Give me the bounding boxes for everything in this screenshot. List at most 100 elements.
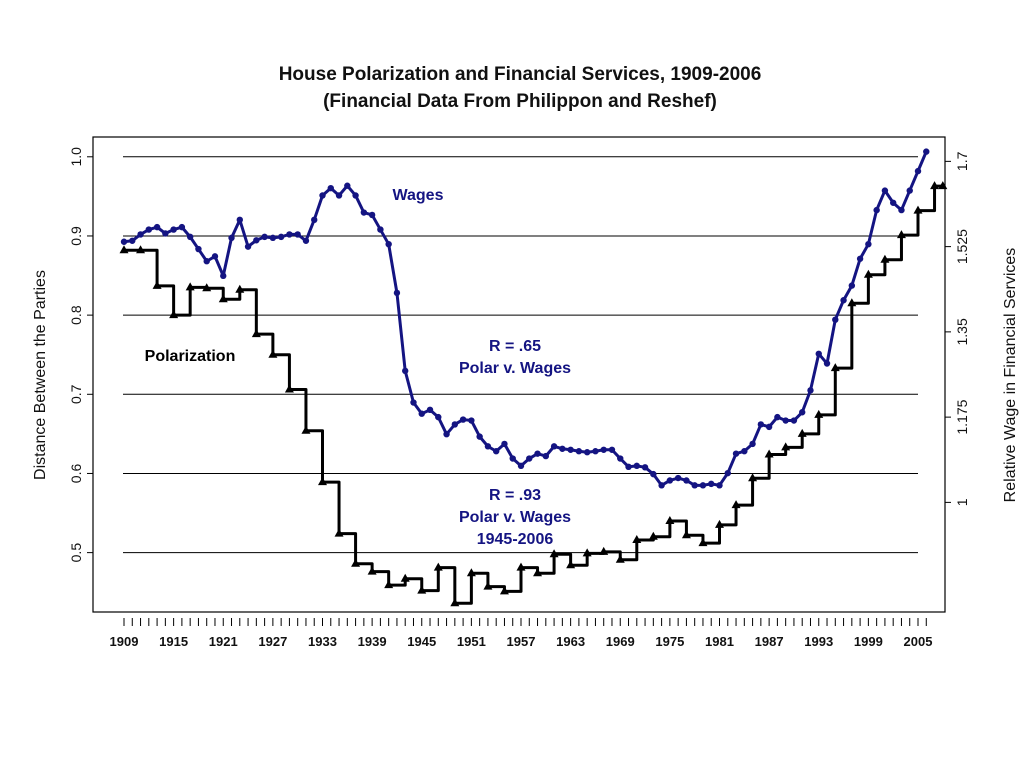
wages-marker: [476, 433, 483, 440]
polarization-marker: [797, 428, 807, 437]
polarization-marker: [632, 534, 642, 543]
x-tick-label: 1927: [258, 634, 287, 649]
polarization-marker: [781, 442, 791, 451]
y2-tick-label: 1.7: [954, 151, 970, 171]
y-axis-label: Distance Between the Parties: [32, 270, 49, 480]
wages-marker: [790, 417, 798, 424]
polarization-marker: [715, 519, 724, 528]
wages-marker: [708, 480, 715, 488]
y-tick-label: 0.8: [68, 305, 84, 325]
wages-marker: [592, 448, 599, 455]
wages-marker: [799, 409, 806, 416]
x-tick-label: 1987: [755, 634, 784, 649]
wages-marker: [526, 455, 533, 462]
polarization-marker: [268, 349, 278, 358]
wages-marker: [435, 413, 442, 421]
wages-marker: [617, 455, 624, 462]
wages-marker: [162, 230, 169, 237]
wages-marker: [625, 463, 632, 471]
polarization-marker: [830, 363, 840, 372]
polarization-marker: [731, 500, 741, 509]
polarization-marker: [202, 283, 212, 292]
wages-marker: [468, 417, 475, 424]
polarization-marker: [748, 473, 758, 482]
polarization-marker: [284, 384, 294, 393]
wages-marker: [368, 211, 376, 219]
wages-marker: [856, 255, 864, 262]
wages-marker: [906, 187, 913, 194]
wages-marker: [269, 234, 277, 242]
x-tick-label: 1915: [159, 634, 188, 649]
polarization-marker: [384, 580, 394, 589]
wages-marker: [451, 421, 459, 428]
wages-marker: [294, 231, 301, 238]
polarization-marker: [930, 181, 940, 190]
annotation-r2-line3: 1945-2006: [477, 531, 554, 548]
polarization-marker: [483, 581, 493, 590]
polarization-marker: [681, 530, 691, 539]
x-tick-label: 1957: [507, 634, 536, 649]
polarization-marker: [896, 230, 906, 239]
wages-marker: [898, 206, 905, 214]
wages-marker: [335, 192, 343, 199]
y2-tick-label: 1.175: [954, 399, 970, 434]
wages-marker: [236, 216, 243, 224]
wages-marker: [517, 462, 525, 470]
annotation-r1-line1: R = .65: [489, 338, 541, 355]
x-tick-label: 2005: [904, 634, 933, 649]
wages-marker: [749, 440, 756, 448]
polarization-marker: [218, 294, 228, 303]
wages-marker: [550, 443, 558, 450]
wages-marker: [302, 237, 310, 244]
chart-subtitle: (Financial Data From Philippon and Reshe…: [323, 91, 717, 112]
x-tick-label: 1999: [854, 634, 883, 649]
wages-marker: [286, 231, 293, 238]
polarization-marker: [417, 585, 427, 594]
polarization-marker: [499, 586, 509, 595]
wages-marker: [402, 367, 409, 375]
x-tick-label: 1981: [705, 634, 734, 649]
wages-marker: [153, 223, 161, 231]
polarization-marker: [334, 528, 344, 537]
polarization-marker: [450, 598, 460, 607]
polarization-marker: [533, 568, 543, 577]
wages-marker: [716, 482, 723, 489]
x-tick-label: 1939: [358, 634, 387, 649]
polarization-marker: [582, 548, 592, 557]
polarization-marker: [880, 254, 890, 263]
wages-marker: [881, 187, 889, 194]
wages-marker: [608, 446, 616, 453]
wages-marker: [757, 421, 765, 428]
wages-marker: [228, 234, 235, 242]
y-tick-label: 0.5: [68, 543, 84, 563]
wages-marker: [633, 462, 640, 470]
polarization-marker: [665, 515, 675, 524]
polarization-marker: [185, 282, 195, 291]
wages-marker: [559, 445, 566, 452]
wages-marker: [823, 360, 831, 367]
polarization-marker: [400, 573, 410, 582]
x-tick-label: 1975: [655, 634, 684, 649]
wages-marker: [873, 206, 880, 214]
wages-marker: [501, 440, 508, 448]
polarization-marker: [235, 284, 245, 293]
y2-tick-label: 1.525: [954, 229, 970, 264]
wages-marker: [170, 226, 177, 233]
plot-frame: [92, 136, 946, 613]
wages-marker: [277, 233, 285, 241]
y-tick-label: 0.7: [68, 384, 84, 404]
wages-marker: [178, 223, 186, 231]
left-axis: 0.5 0.6 0.7 0.8 0.9 1.0: [68, 147, 93, 563]
wages-marker: [360, 209, 368, 216]
polarization-marker: [466, 568, 476, 577]
wages-marker: [683, 477, 690, 484]
polarization-marker: [119, 245, 129, 254]
wages-marker: [534, 450, 541, 457]
wages-marker: [600, 446, 607, 453]
wages-marker: [889, 199, 897, 206]
x-tick-label: 1909: [110, 634, 139, 649]
wages-marker: [923, 148, 930, 155]
wages-marker: [650, 470, 657, 478]
wages-marker: [311, 216, 318, 224]
